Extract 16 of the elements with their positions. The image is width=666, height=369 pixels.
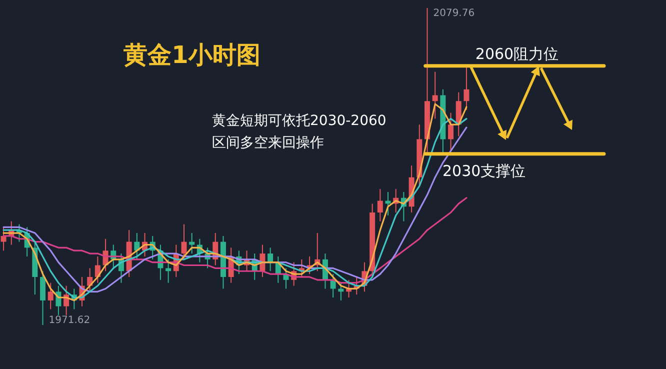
candlestick <box>48 282 54 310</box>
candlestick <box>40 270 46 326</box>
annotation: 黄金短期可依托2030-2060 区间多空来回操作 <box>212 113 386 151</box>
candlestick <box>448 112 454 152</box>
ref-line-label: 2030支撑位 <box>442 162 526 180</box>
candlestick <box>268 247 274 272</box>
candlestick <box>464 65 470 110</box>
candlestick <box>0 226 6 252</box>
candlestick <box>432 71 438 120</box>
candlestick <box>338 282 344 301</box>
candlestick <box>377 188 383 222</box>
annotation: 1971.62 <box>48 315 90 326</box>
ref-line-label: 2060阻力位 <box>475 44 559 63</box>
annotation: 2079.76 <box>433 8 475 19</box>
candlestick <box>166 258 172 284</box>
text: 黄金1小时图 <box>122 41 260 69</box>
